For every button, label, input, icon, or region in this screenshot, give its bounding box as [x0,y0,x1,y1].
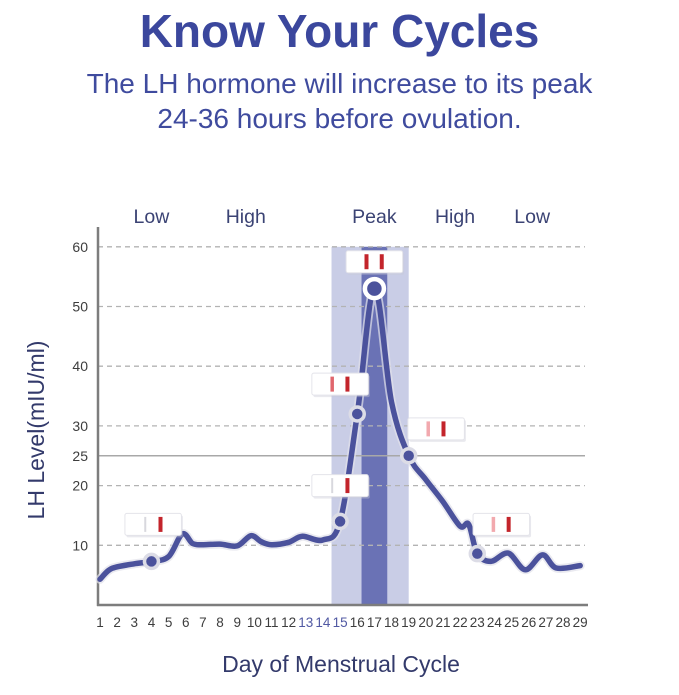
x-tick-label-24: 24 [487,615,503,630]
x-tick-label-3: 3 [131,615,139,630]
y-axis-title: LH Level(mIU/ml) [23,341,49,520]
test-strip-body [345,250,404,274]
y-tick-label-10: 10 [72,537,88,553]
subtitle-line-2: 24-36 hours before ovulation. [157,103,522,134]
x-tick-label-16: 16 [350,615,365,630]
x-tick-label-13: 13 [298,615,313,630]
subtitle-line-1: The LH hormone will increase to its peak [86,68,593,99]
page-subtitle: The LH hormone will increase to its peak… [0,66,679,136]
ovulation-test-strips [124,250,532,538]
test-strip-3 [311,372,370,398]
x-tick-label-20: 20 [418,615,433,630]
x-tick-label-29: 29 [573,615,588,630]
phase-label-high-1: High [226,206,266,228]
test-strip-body [124,512,182,536]
chart-axes [96,227,588,607]
test-strip-6 [472,512,532,538]
x-tick-label-26: 26 [521,615,536,630]
x-tick-label-8: 8 [216,615,224,630]
page-title: Know Your Cycles [139,5,540,57]
x-tick-label-19: 19 [401,615,416,630]
y-tick-label-25: 25 [72,448,88,464]
test-strip-body [407,417,465,441]
phase-label-high-3: High [435,206,475,228]
x-tick-label-18: 18 [384,615,399,630]
data-point-day-4 [142,552,161,571]
data-point-day-23 [468,544,487,563]
data-point-day-16 [348,405,366,423]
x-axis-title: Day of Menstrual Cycle [222,651,460,677]
test-strip-body [311,474,369,498]
data-point-day-19 [399,447,418,465]
y-tick-label-20: 20 [72,478,88,494]
chart-markers [142,276,487,571]
x-tick-label-11: 11 [264,615,278,630]
peak-data-point-day-17 [362,276,387,301]
chart-grid: 10 20 25 30 40 50 60 [72,239,585,553]
chart-phase-labels: Low High Peak High Low [134,206,551,228]
test-strip-2 [311,474,370,499]
x-tick-label-28: 28 [556,615,571,630]
test-strip-1 [124,512,183,538]
test-strip-5 [407,417,466,442]
test-strip-body [311,372,369,396]
phase-label-peak-2: Peak [352,206,397,228]
x-tick-label-12: 12 [281,615,296,630]
x-tick-label-15: 15 [333,615,348,630]
header: Know Your Cycles The LH hormone will inc… [0,0,679,136]
x-tick-label-17: 17 [367,615,382,630]
x-tick-label-9: 9 [233,615,241,630]
data-point-day-15 [331,512,349,531]
y-tick-label-50: 50 [72,299,88,315]
x-tick-label-4: 4 [148,615,156,630]
phase-label-low-4: Low [514,206,551,228]
phase-label-low-0: Low [134,206,171,228]
y-tick-label-40: 40 [72,358,88,374]
x-tick-label-22: 22 [453,615,468,630]
y-tick-label-30: 30 [72,418,88,434]
x-tick-label-5: 5 [165,615,173,630]
x-tick-label-6: 6 [182,615,190,630]
test-strip-4 [345,250,405,275]
x-tick-label-1: 1 [96,615,104,630]
test-strip-body [472,512,531,536]
x-tick-label-27: 27 [538,615,553,630]
x-tick-label-10: 10 [247,615,262,630]
y-tick-label-60: 60 [72,239,88,255]
chart-x-ticks: 1 2 3 4 5 6 7 8 9 10 11 12 13 14 15 16 17 18 19 20 21 22 23 24 2… [96,615,587,630]
x-tick-label-21: 21 [435,615,450,630]
x-tick-label-23: 23 [470,615,485,630]
x-tick-label-25: 25 [504,615,519,630]
x-tick-label-14: 14 [315,615,331,630]
x-tick-label-7: 7 [199,615,207,630]
x-tick-label-2: 2 [113,615,121,630]
